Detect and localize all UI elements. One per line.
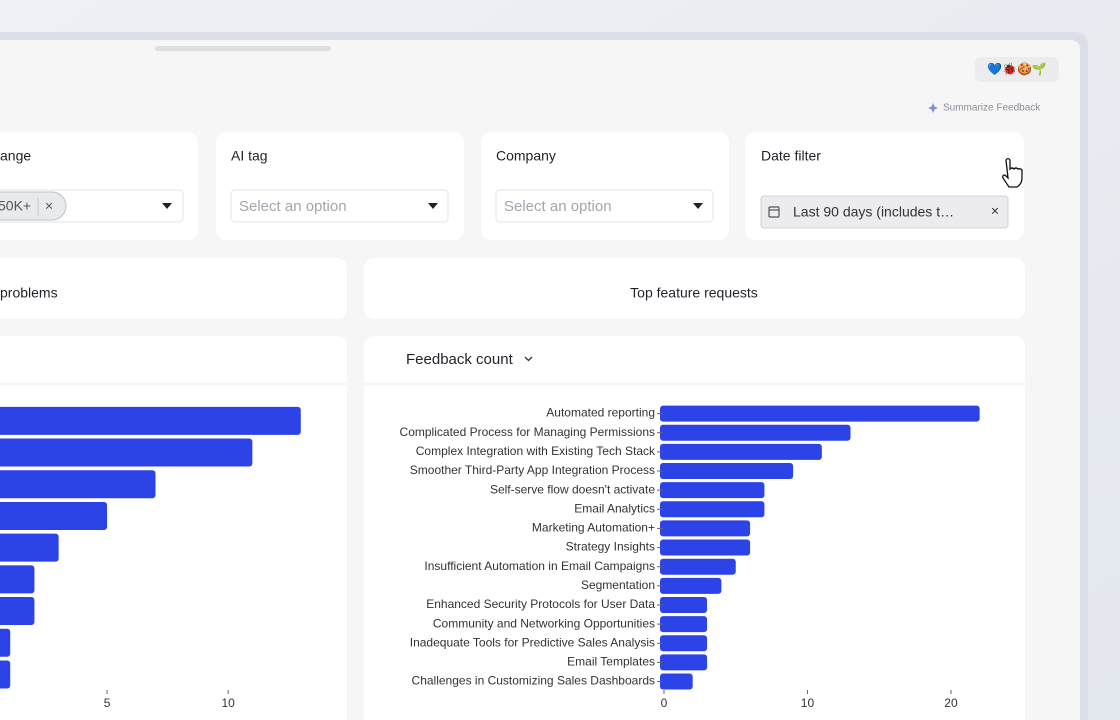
placeholder: Select an option	[239, 198, 347, 215]
summarize-button[interactable]: Summarize Feedback	[943, 103, 1041, 114]
calendar-icon	[768, 206, 780, 218]
cursor	[1002, 157, 1023, 188]
bar	[660, 501, 765, 518]
filter-label: Company	[496, 148, 556, 164]
select[interactable]	[495, 189, 714, 223]
badge	[975, 57, 1059, 82]
date-value: Last 90 days (includes t…	[793, 204, 954, 220]
category-label: Email Analytics	[574, 501, 655, 515]
category-label: Complicated Process for Managing Permiss…	[400, 425, 655, 439]
bar	[660, 443, 822, 460]
sparkle-icon	[928, 103, 938, 113]
panel-title: Top feature requests	[630, 285, 758, 301]
chip-text: 50K+	[0, 198, 31, 214]
bar	[0, 501, 108, 530]
filter-label: ange	[0, 148, 31, 164]
category-label: Marketing Automation+	[532, 521, 655, 535]
chip-remove[interactable]: ×	[45, 198, 53, 214]
x-tick-label: 5	[104, 696, 111, 710]
category-label: Complex Integration with Existing Tech S…	[416, 444, 656, 458]
category-label: Community and Networking Opportunities	[433, 616, 655, 630]
chip	[0, 191, 67, 221]
bar	[660, 673, 693, 690]
category-label: Inadequate Tools for Predictive Sales An…	[410, 635, 655, 649]
bar	[660, 635, 708, 652]
date-select[interactable]	[760, 195, 1009, 229]
bar	[660, 462, 794, 479]
metric-select[interactable]: Feedback count	[406, 351, 514, 368]
panel-title: problems	[0, 285, 58, 301]
category-label: Automated reporting	[546, 406, 655, 420]
category-label: Smoother Third-Party App Integration Pro…	[410, 463, 655, 477]
bar	[0, 565, 35, 594]
bar	[660, 520, 751, 537]
filter-label: AI tag	[231, 148, 268, 164]
bar	[0, 597, 35, 626]
x-tick-label: 0	[661, 696, 668, 710]
bar	[660, 405, 980, 422]
bar	[660, 596, 708, 613]
bar	[0, 628, 11, 657]
x-tick-label: 20	[944, 696, 958, 710]
x-tick-label: 10	[801, 696, 815, 710]
category-label: Strategy Insights	[566, 540, 655, 554]
category-label: Self-serve flow doesn't activate	[490, 482, 655, 496]
bar	[660, 539, 751, 556]
bar	[0, 660, 11, 689]
panel	[0, 258, 347, 319]
dropdown-arrow	[428, 203, 438, 209]
bar	[660, 424, 851, 441]
category-label: Insufficient Automation in Email Campaig…	[424, 559, 655, 573]
panel	[364, 258, 1025, 319]
clear-button[interactable]: ×	[991, 203, 999, 219]
category-label: Challenges in Customizing Sales Dashboar…	[412, 674, 655, 688]
scroll-handle	[155, 46, 331, 51]
category-label: Segmentation	[581, 578, 655, 592]
category-label: Enhanced Security Protocols for User Dat…	[426, 597, 655, 611]
placeholder: Select an option	[504, 198, 612, 215]
select[interactable]	[230, 189, 449, 223]
bar	[0, 406, 301, 435]
bar	[0, 533, 59, 562]
bar	[660, 482, 765, 499]
dropdown-arrow	[693, 203, 703, 209]
chevron	[524, 356, 533, 362]
filter-label: Date filter	[761, 148, 821, 164]
bar	[660, 558, 736, 575]
x-tick-label: 10	[221, 696, 235, 710]
badge-text: 💙🐞🍪🌱	[987, 62, 1047, 76]
bar	[0, 470, 156, 499]
category-label: Email Templates	[567, 655, 655, 669]
bar	[660, 654, 708, 671]
dropdown-arrow	[162, 203, 172, 209]
bar	[0, 438, 253, 467]
bar	[660, 577, 722, 594]
bar	[660, 616, 708, 633]
